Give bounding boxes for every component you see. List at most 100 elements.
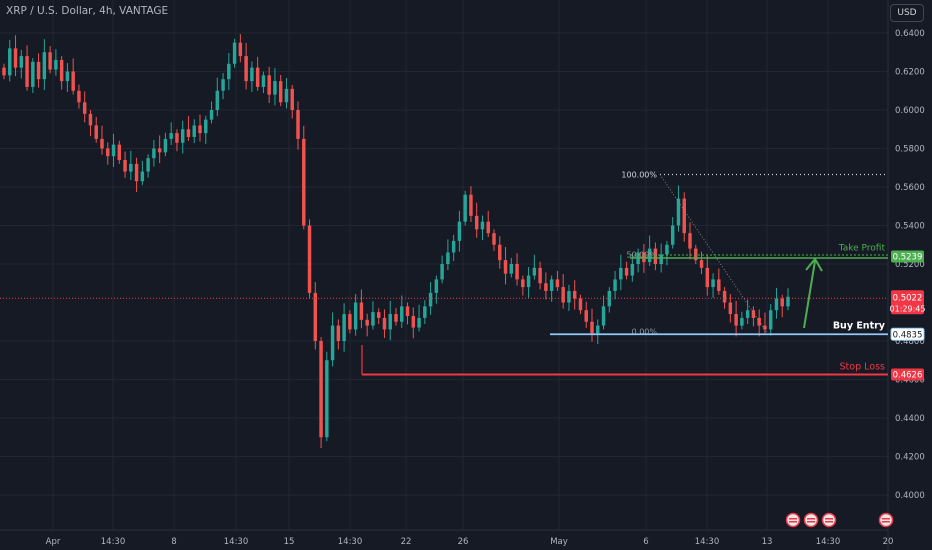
candle-body [740, 317, 744, 326]
candle-body [255, 67, 260, 87]
candle-body [745, 310, 750, 318]
time-tick-label: 20 [883, 537, 894, 547]
candle-body [134, 163, 139, 182]
take-profit-price-tag: 0.5239 [893, 252, 923, 262]
candle-body [786, 296, 790, 307]
candle-body [36, 61, 41, 80]
candle-body [204, 119, 208, 134]
flag-stripe [825, 521, 833, 523]
event-flag-icon[interactable] [803, 512, 819, 528]
candle-body [163, 138, 168, 153]
candle-body [780, 298, 784, 307]
candle-body [376, 312, 381, 318]
candle-body [342, 314, 346, 341]
candle-body [515, 264, 519, 280]
candle-body [232, 42, 237, 64]
candle-body [325, 360, 329, 438]
candle-body [417, 317, 421, 328]
candle-body [474, 215, 479, 230]
current-price-tag-bg [891, 290, 924, 315]
candle-body [682, 198, 686, 234]
candle-body [94, 125, 98, 139]
candle-body [353, 302, 358, 330]
candle-body [238, 42, 243, 57]
candle-body [728, 302, 733, 315]
candle-body [596, 325, 600, 334]
fib-level-100-label: 100.00% [621, 170, 657, 179]
candle-body [186, 129, 191, 137]
candle-body [146, 158, 150, 172]
candle-body [284, 88, 289, 103]
time-tick-label: 15 [284, 537, 295, 547]
candle-body [411, 315, 416, 328]
fib-level-50-label: 50.00% [626, 250, 657, 259]
candle-body [647, 248, 652, 263]
candle-body [705, 267, 710, 288]
candle-body [319, 341, 323, 438]
candle-body [722, 290, 727, 303]
candle-body [734, 314, 738, 326]
event-flag-icon[interactable] [878, 512, 894, 528]
candle-body [619, 267, 623, 280]
candle-body [359, 302, 364, 320]
price-tick-label: 0.5600 [895, 183, 925, 193]
candle-body [711, 279, 715, 288]
candle-body [659, 254, 663, 264]
candle-body [371, 312, 375, 326]
buy-entry-price-tag-bg [890, 327, 925, 341]
candle-body [428, 292, 433, 307]
countdown-timer: 01:29:45 [890, 304, 926, 313]
candle-body [676, 198, 681, 226]
candle-body [665, 244, 669, 255]
candle-body [302, 138, 306, 226]
candle-body [699, 260, 704, 268]
candle-body [469, 194, 473, 216]
candle-body [601, 306, 606, 326]
price-tick-label: 0.4000 [895, 491, 925, 501]
candle-body [653, 248, 658, 264]
buy-entry-price-tag: 0.4835 [893, 330, 923, 340]
time-tick-label: 14:30 [224, 537, 249, 547]
candle-body [71, 71, 75, 91]
candle-body [123, 160, 127, 172]
candle-body [532, 267, 537, 276]
time-tick-label: 14:30 [101, 537, 126, 547]
candle-body [192, 125, 196, 137]
target-arrow-shaft [803, 260, 816, 329]
candle-body [544, 283, 548, 291]
candle-body [31, 61, 35, 87]
candle-body [498, 244, 502, 261]
currency-button[interactable]: USD [890, 4, 924, 22]
candle-body [694, 248, 698, 261]
flag-stripe [789, 521, 797, 523]
candle-body [578, 298, 583, 311]
time-tick-label: 26 [458, 537, 469, 547]
candle-body [670, 225, 675, 245]
event-flag-icon[interactable] [785, 512, 801, 528]
flag-stripe [882, 521, 890, 523]
candle-body [117, 144, 122, 161]
take-profit-label: Take Profit [838, 243, 886, 253]
candle-body [423, 306, 427, 318]
time-tick-label: 13 [762, 537, 773, 547]
symbol-title[interactable]: XRP / U.S. Dollar, 4h, VANTAGE [6, 5, 169, 17]
candle-body [169, 133, 173, 139]
flag-stripe [789, 518, 797, 520]
time-tick-label: 6 [643, 537, 648, 547]
candle-body [273, 81, 277, 95]
candle-body [82, 102, 87, 114]
candle-body [365, 319, 369, 326]
candle-body [209, 110, 214, 120]
candle-body [434, 279, 439, 293]
candle-body [451, 240, 456, 253]
candle-body [129, 163, 133, 172]
candle-body [157, 148, 162, 153]
candle-body [388, 314, 392, 330]
candle-body [624, 267, 629, 276]
event-flag-icon[interactable] [821, 512, 837, 528]
time-tick-label: Apr [46, 537, 61, 547]
candle-body [440, 264, 444, 280]
candle-body [48, 52, 52, 70]
time-tick-label: 8 [171, 537, 176, 547]
